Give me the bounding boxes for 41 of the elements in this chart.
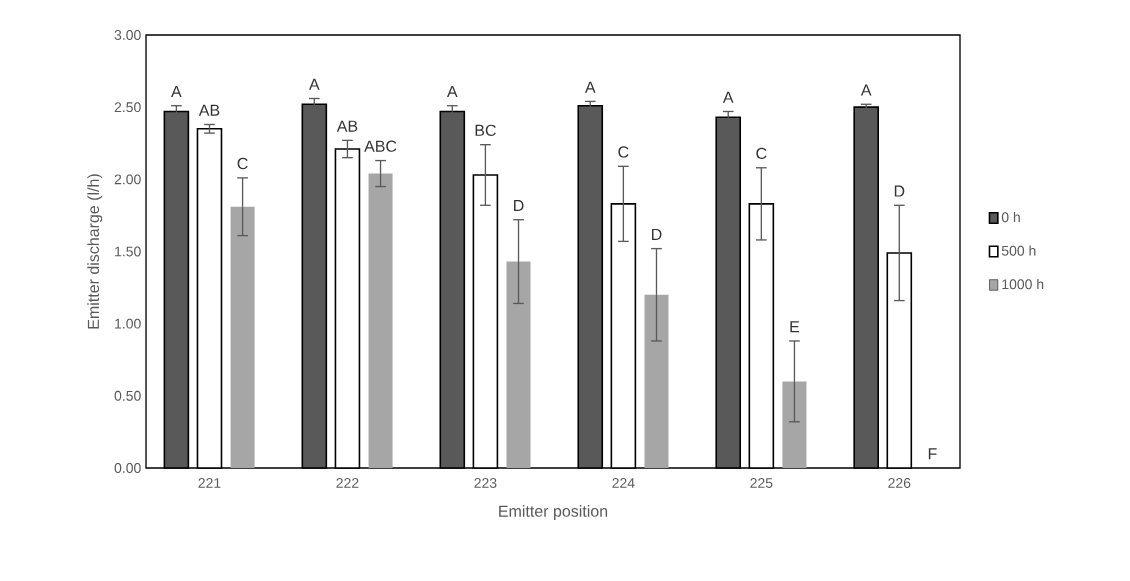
annotation: C (756, 147, 767, 160)
annotation: A (722, 91, 734, 103)
annotation: A (309, 78, 320, 90)
bar (368, 173, 393, 468)
annotation: AB (336, 120, 358, 132)
annotation: AB (198, 104, 220, 116)
annotation: D (652, 228, 662, 240)
y-tick-label: 0.00 (114, 463, 141, 473)
annotation: A (860, 84, 872, 96)
legend-label: 1000 h (1002, 278, 1044, 290)
legend-label: 0 h (1001, 211, 1020, 223)
y-tick-label: 2.50 (114, 102, 141, 113)
x-axis-title: Emitter position (499, 505, 608, 521)
annotation: E (790, 321, 800, 333)
annotation: C (237, 157, 248, 170)
annotation: A (171, 86, 182, 98)
annotation: F (928, 448, 937, 460)
x-tick-label: 224 (612, 478, 635, 488)
bar (506, 261, 531, 468)
y-axis-title: Emitter discharge (l/h) (87, 174, 103, 329)
y-tick-label: 1.00 (115, 318, 141, 329)
annotation: ABC (364, 140, 397, 152)
annotation: C (618, 146, 629, 158)
annotation: A (584, 81, 596, 93)
annotation: BC (475, 124, 496, 136)
legend-label: 500 h (1001, 245, 1036, 256)
y-tick-label: 3.00 (114, 30, 141, 40)
y-tick-label: 1.50 (115, 246, 141, 257)
bar (644, 294, 669, 468)
y-tick-label: 2.00 (114, 174, 141, 185)
x-tick-label: 221 (198, 478, 221, 488)
bar (782, 381, 807, 468)
annotation: A (446, 86, 458, 98)
x-tick-label: 225 (750, 478, 773, 488)
x-tick-label: 222 (336, 478, 359, 488)
annotation: D (514, 200, 524, 212)
x-tick-label: 226 (888, 478, 911, 488)
x-tick-label: 223 (474, 478, 497, 488)
y-tick-label: 0.50 (114, 390, 141, 401)
bar (230, 206, 255, 468)
annotation: D (894, 185, 905, 197)
